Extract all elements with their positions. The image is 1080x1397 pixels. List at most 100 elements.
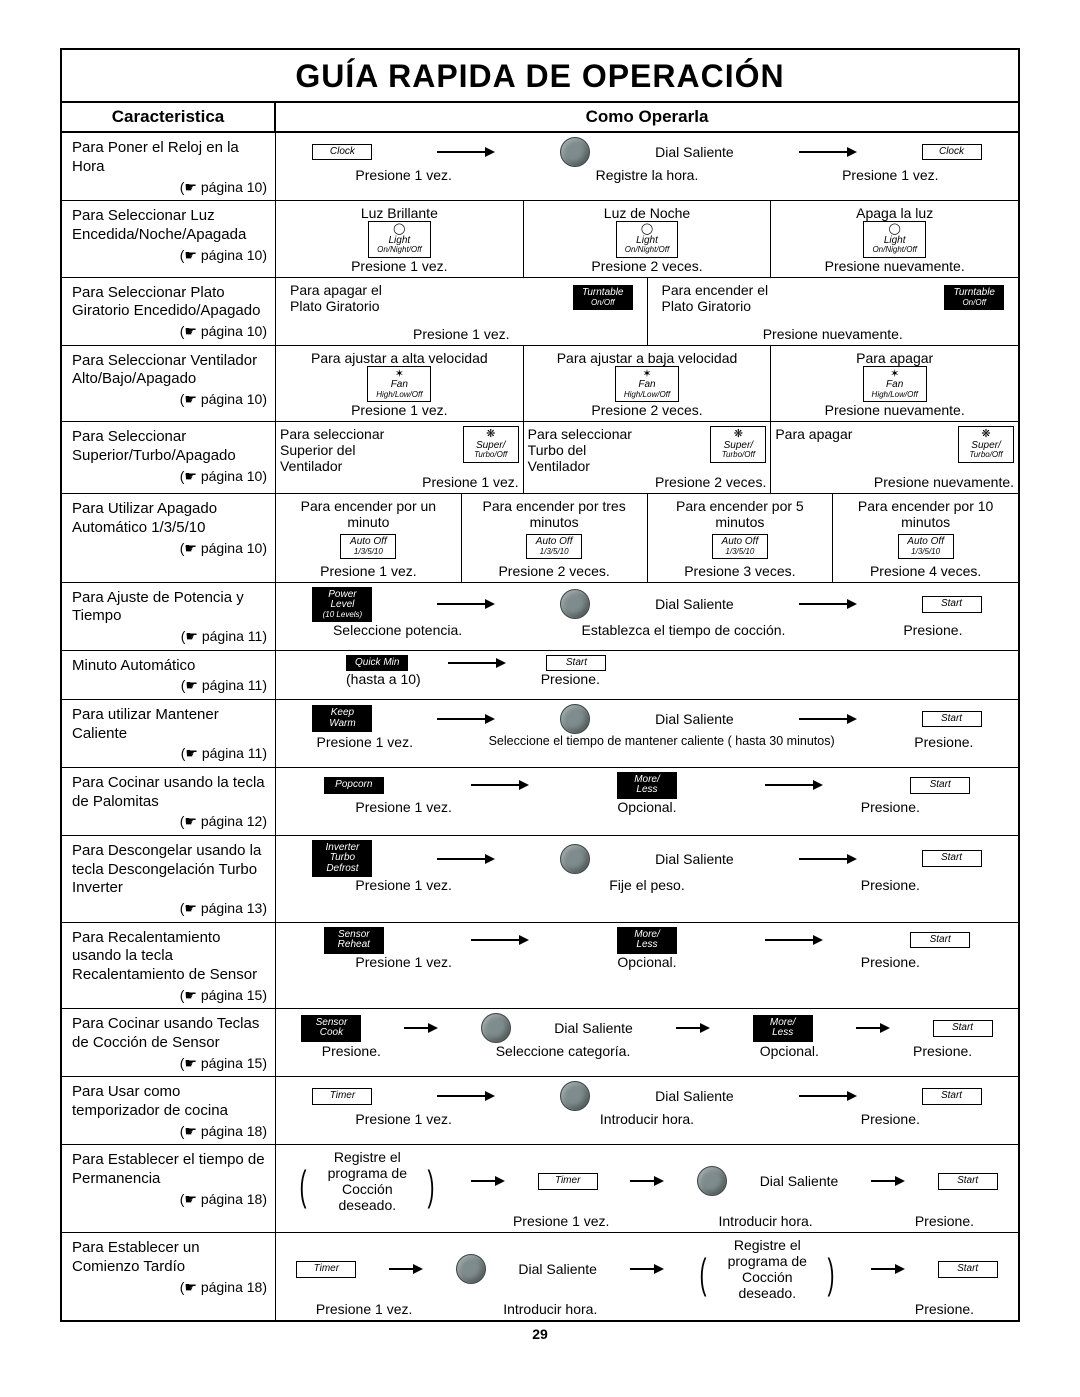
autooff-button[interactable]: Auto Off1/3/5/10 [898, 534, 954, 559]
arrow-icon [871, 1176, 905, 1186]
arrow-icon [630, 1264, 664, 1274]
brace-icon: ) [428, 1173, 435, 1198]
arrow-icon [799, 714, 857, 724]
step-caption: Presione 1 vez. [351, 258, 448, 274]
super-turbo-button[interactable]: Super/Turbo/Off [463, 426, 519, 462]
arrow-icon [448, 658, 506, 668]
page-title: GUÍA RAPIDA DE OPERACIÓN [62, 50, 1018, 103]
page-ref: página 11 [72, 677, 267, 695]
step-caption: Registre la hora. [527, 167, 768, 183]
inverter-defrost-button[interactable]: InverterTurboDefrost [312, 840, 372, 878]
sensor-reheat-button[interactable]: SensorReheat [324, 927, 384, 954]
dial-icon[interactable] [697, 1166, 727, 1196]
more-less-button[interactable]: More/Less [753, 1015, 813, 1042]
feature-text: Para Descongelar usando la tecla Descong… [72, 842, 267, 898]
dial-icon[interactable] [560, 844, 590, 874]
arrow-icon [630, 1176, 664, 1186]
page-ref: página 18 [72, 1279, 267, 1297]
more-less-button[interactable]: More/Less [617, 927, 677, 954]
autooff-button[interactable]: Auto Off1/3/5/10 [340, 534, 396, 559]
popcorn-button[interactable]: Popcorn [324, 777, 384, 794]
dial-icon[interactable] [560, 704, 590, 734]
autooff-button[interactable]: Auto Off1/3/5/10 [712, 534, 768, 559]
turntable-button[interactable]: TurntableOn/Off [573, 285, 633, 310]
start-button[interactable]: Start [546, 655, 606, 672]
fan-button[interactable]: FanHigh/Low/Off [615, 366, 679, 402]
page-ref: página 12 [72, 813, 267, 831]
page-ref: página 11 [72, 628, 267, 646]
table-row: Para Poner el Reloj en la Hora página 10… [62, 133, 1018, 201]
light-button[interactable]: LightOn/Night/Off [368, 221, 430, 257]
arrow-icon [856, 1023, 890, 1033]
more-less-button[interactable]: More/Less [617, 772, 677, 799]
dial-icon[interactable] [560, 137, 590, 167]
table-row: Para Seleccionar Luz Encedida/Noche/Apag… [62, 201, 1018, 278]
table-row: Para Descongelar usando la tecla Descong… [62, 836, 1018, 923]
feature-text: Para Seleccionar Ventilador Alto/Bajo/Ap… [72, 352, 267, 390]
arrow-icon [765, 935, 823, 945]
autooff-button[interactable]: Auto Off1/3/5/10 [526, 534, 582, 559]
feature-text: Para Seleccionar Plato Giratorio Encedid… [72, 284, 267, 322]
feature-text: Para Usar como temporizador de cocina [72, 1083, 267, 1121]
power-level-button[interactable]: PowerLevel(10 Levels) [312, 587, 372, 622]
super-turbo-button[interactable]: Super/Turbo/Off [958, 426, 1014, 462]
arrow-icon [437, 147, 495, 157]
table-row: Para Cocinar usando Teclas de Cocción de… [62, 1009, 1018, 1077]
light-button[interactable]: LightOn/Night/Off [616, 221, 678, 257]
clock-button[interactable]: Clock [312, 144, 372, 161]
start-button[interactable]: Start [938, 1173, 998, 1190]
start-button[interactable]: Start [922, 596, 982, 613]
light-button[interactable]: LightOn/Night/Off [863, 221, 925, 257]
page-ref: página 15 [72, 987, 267, 1005]
page-ref: página 10 [72, 391, 267, 409]
arrow-icon [799, 854, 857, 864]
arrow-icon [471, 780, 529, 790]
arrow-icon [871, 1264, 905, 1274]
dial-icon[interactable] [456, 1254, 486, 1284]
sensor-cook-button[interactable]: SensorCook [301, 1015, 361, 1042]
fan-button[interactable]: FanHigh/Low/Off [367, 366, 431, 402]
start-button[interactable]: Start [933, 1020, 993, 1037]
start-button[interactable]: Start [922, 711, 982, 728]
step-caption: Presione nuevamente. [825, 258, 965, 274]
step-caption: Presione nuevamente. [763, 326, 903, 342]
dial-icon[interactable] [560, 589, 590, 619]
arrow-icon [437, 599, 495, 609]
table-row: Para Ajuste de Potencia y Tiempo página … [62, 583, 1018, 651]
keep-warm-button[interactable]: KeepWarm [312, 705, 372, 732]
feature-text: Para Cocinar usando la tecla de Palomita… [72, 774, 267, 812]
step-caption: Presione 1 vez. [413, 326, 510, 342]
page-ref: página 10 [72, 540, 267, 558]
col-header: Luz Brillante [361, 205, 438, 221]
dial-icon[interactable] [481, 1013, 511, 1043]
ops-cell: Clock Dial Saliente Clock Presione 1 vez… [276, 133, 1018, 200]
arrow-icon [471, 935, 529, 945]
step-caption: Presione 1 vez. [283, 167, 524, 183]
clock-button[interactable]: Clock [922, 144, 982, 161]
timer-button[interactable]: Timer [296, 1261, 356, 1278]
timer-button[interactable]: Timer [312, 1088, 372, 1105]
step-caption: Presione 2 veces. [591, 258, 702, 274]
table-row: Minuto Automático página 11 Quick Min St… [62, 651, 1018, 700]
start-button[interactable]: Start [910, 932, 970, 949]
page-ref: página 10 [72, 247, 267, 265]
start-button[interactable]: Start [922, 850, 982, 867]
turntable-button[interactable]: TurntableOn/Off [944, 285, 1004, 310]
arrow-icon [799, 147, 857, 157]
fan-button[interactable]: FanHigh/Low/Off [863, 366, 927, 402]
start-button[interactable]: Start [938, 1261, 998, 1278]
feature-text: Para Ajuste de Potencia y Tiempo [72, 589, 267, 627]
table-row: Para Recalentamiento usando la tecla Rec… [62, 923, 1018, 1010]
quick-min-button[interactable]: Quick Min [346, 655, 408, 672]
start-button[interactable]: Start [922, 1088, 982, 1105]
page-ref: página 13 [72, 900, 267, 918]
feature-text: Para Utilizar Apagado Automático 1/3/5/1… [72, 500, 267, 538]
dial-icon[interactable] [560, 1081, 590, 1111]
start-button[interactable]: Start [910, 777, 970, 794]
arrow-icon [765, 780, 823, 790]
page-ref: página 18 [72, 1191, 267, 1209]
feature-text: Minuto Automático [72, 657, 267, 676]
super-turbo-button[interactable]: Super/Turbo/Off [710, 426, 766, 462]
page-ref: página 10 [72, 468, 267, 486]
timer-button[interactable]: Timer [538, 1173, 598, 1190]
